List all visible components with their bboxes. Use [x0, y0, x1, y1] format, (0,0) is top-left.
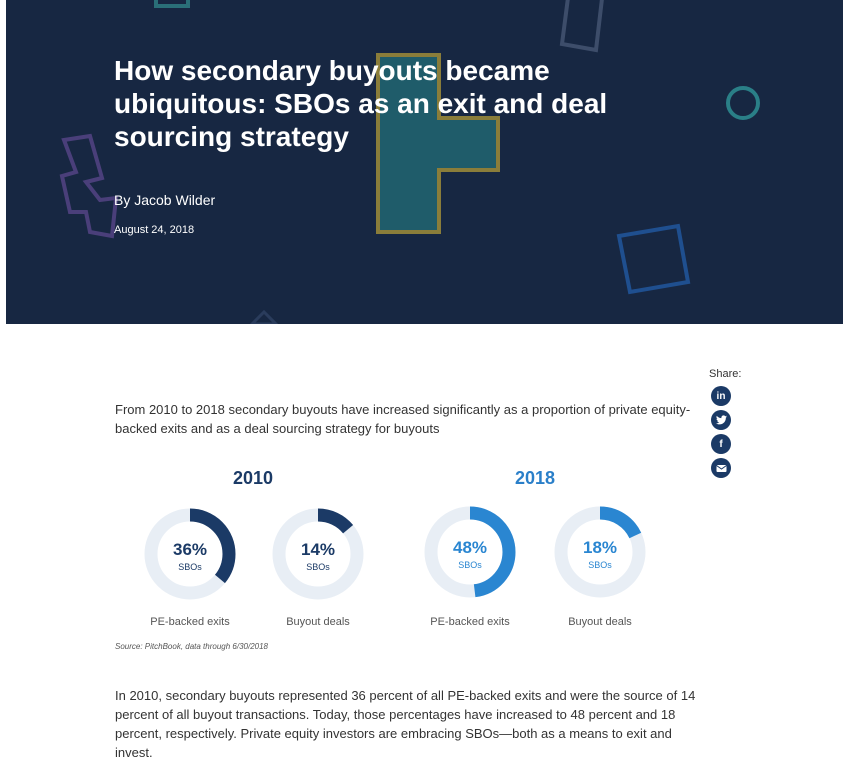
linkedin-icon[interactable]: in	[711, 386, 731, 406]
article-author: By Jacob Wilder	[114, 192, 216, 208]
donut-segment	[424, 506, 516, 598]
deco-t-shape	[376, 53, 500, 234]
chart-source: Source: PitchBook, data through 6/30/201…	[115, 642, 268, 651]
donut-segment	[272, 508, 364, 600]
donut-caption: PE-backed exits	[150, 616, 230, 628]
donut-value: 48%	[452, 538, 488, 557]
deco-shape	[154, 0, 190, 8]
donut-svg	[272, 508, 364, 600]
donut-sublabel: SBOs	[178, 562, 202, 572]
twitter-icon[interactable]	[711, 410, 731, 430]
year-label-2010: 2010	[232, 468, 274, 488]
body-paragraph: In 2010, secondary buyouts represented 3…	[115, 688, 696, 760]
linkedin-glyph: in	[716, 390, 726, 402]
donut-2010-buyout-deals: 14% SBOs	[272, 508, 364, 600]
donut-caption: PE-backed exits	[430, 616, 510, 628]
email-icon[interactable]	[711, 458, 731, 478]
donut-svg	[424, 506, 516, 598]
donut-2018-buyout-deals: 18% SBOs	[554, 506, 646, 598]
donut-value: 14%	[300, 540, 336, 559]
facebook-glyph: f	[719, 438, 723, 450]
year-label-2018: 2018	[514, 468, 556, 488]
donut-svg	[554, 506, 646, 598]
intro-paragraph: From 2010 to 2018 secondary buyouts have…	[115, 402, 691, 436]
deco-circle	[726, 86, 760, 120]
donut-caption: Buyout deals	[568, 616, 632, 628]
donut-sublabel: SBOs	[588, 560, 612, 570]
deco-shape	[559, 0, 604, 53]
deco-square	[616, 223, 691, 295]
deco-shape	[249, 309, 279, 324]
donut-value: 18%	[582, 538, 618, 557]
donut-svg	[144, 508, 236, 600]
donut-2018-pe-exits: 48% SBOs	[424, 506, 516, 598]
donut-sublabel: SBOs	[458, 560, 482, 570]
donut-segment	[554, 506, 646, 598]
article-title: How secondary buyouts became ubiquitous:…	[114, 55, 608, 152]
share-label: Share:	[709, 368, 742, 380]
donut-caption: Buyout deals	[286, 616, 350, 628]
share-panel: Share: in f	[709, 368, 741, 482]
donut-value: 36%	[172, 540, 208, 559]
article-date: August 24, 2018	[114, 224, 195, 236]
sbo-donut-charts: 2010 2018 36% SBOs 14% SBOs 48% SBOs 18%…	[0, 460, 848, 660]
hero-banner: How secondary buyouts became ubiquitous:…	[6, 0, 843, 324]
donut-2010-pe-exits: 36% SBOs	[144, 508, 236, 600]
donut-sublabel: SBOs	[306, 562, 330, 572]
donut-segment	[144, 508, 236, 600]
facebook-icon[interactable]: f	[711, 434, 731, 454]
deco-shape	[59, 133, 119, 239]
decorative-shapes	[59, 0, 760, 324]
